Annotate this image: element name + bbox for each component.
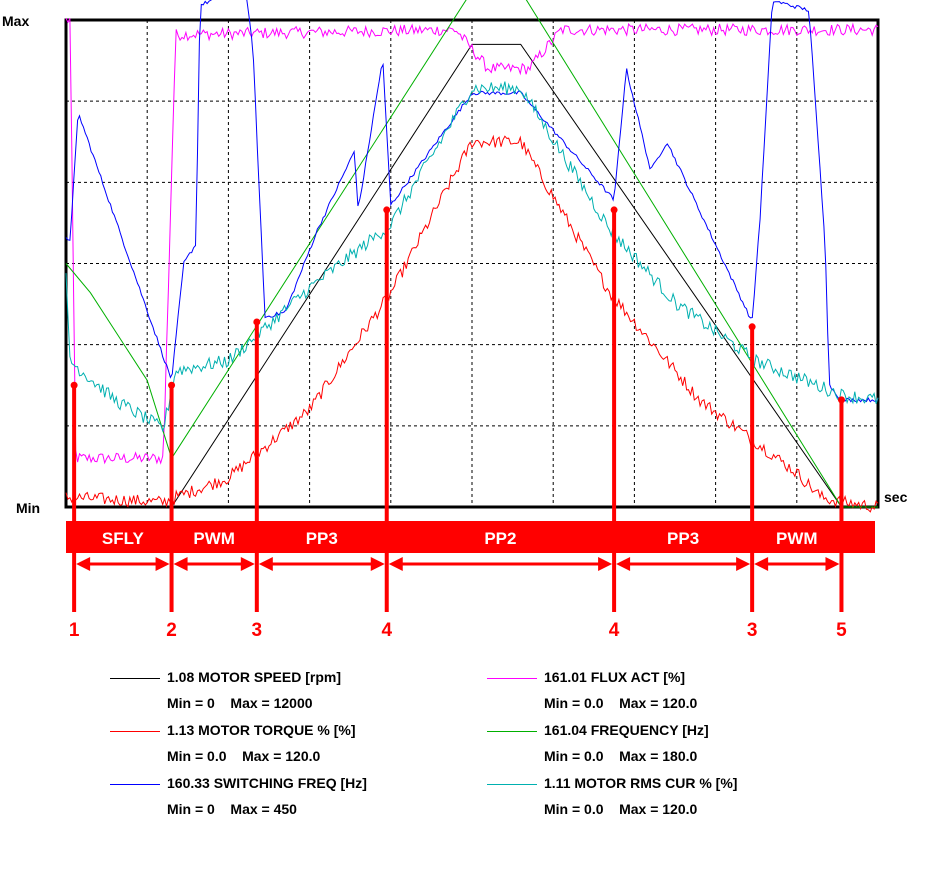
phase-arrow-head-right [240,557,255,571]
legend-series-range: Min = 0 Max = 450 [167,801,297,817]
chart: 1 2 3 4 4 3 5 Max Min sec SFLY PWM PP3 PP2 PP3 PWM [2,0,908,641]
phase-arrow-head-left [616,557,631,571]
phase-label: SFLY [102,529,145,548]
phase-arrow-head-right [825,557,840,571]
plot-area [64,18,880,509]
event-marker-dot [253,318,261,326]
legend-series-name: 161.01 FLUX ACT [%] [544,669,686,685]
phase-arrow-head-right [598,557,613,571]
phase-arrow-head-right [370,557,385,571]
legend-series-name: 160.33 SWITCHING FREQ [Hz] [167,775,367,791]
event-marker-dot [383,206,391,214]
series-line-5 [65,81,879,433]
legend-item: 1.08 MOTOR SPEED [rpm] Min = 0 Max = 1200… [110,668,490,711]
phase-arrow-head-left [388,557,403,571]
phase-label: PP2 [484,529,516,548]
phase-label: PWM [193,529,235,548]
y-axis-min-label: Min [16,500,40,516]
event-marker-label: 4 [381,620,392,641]
phase-arrow-head-left [173,557,188,571]
legend-series-range: Min = 0.0 Max = 120.0 [544,801,698,817]
legend-series-range: Min = 0 Max = 12000 [167,695,313,711]
legend-swatch [487,731,537,732]
series-line-4 [65,0,879,403]
event-marker-label: 2 [166,620,177,641]
event-marker-dot [70,381,78,389]
phase-label: PP3 [306,529,338,548]
phase-label: PP3 [667,529,699,548]
legend-item: 1.11 MOTOR RMS CUR % [%] Min = 0.0 Max = … [487,774,867,817]
series-line-3 [65,0,878,508]
x-axis-unit-label: sec [884,489,908,505]
legend-item: 160.33 SWITCHING FREQ [Hz] Min = 0 Max = … [110,774,490,817]
phase-band [66,521,875,553]
legend-series-name: 161.04 FREQUENCY [Hz] [544,722,709,738]
legend-series-name: 1.13 MOTOR TORQUE % [%] [167,722,356,738]
series-line-2 [65,134,879,513]
event-marker-dot [748,323,756,331]
phase-bar: SFLY PWM PP3 PP2 PP3 PWM [66,521,875,571]
legend-series-range: Min = 0.0 Max = 180.0 [544,748,698,764]
event-marker-label: 3 [252,620,263,641]
y-axis-max-label: Max [2,13,29,29]
legend-item: 161.01 FLUX ACT [%] Min = 0.0 Max = 120.0 [487,668,867,711]
phase-arrow-head-right [736,557,751,571]
legend-swatch [110,678,160,679]
legend-series-range: Min = 0.0 Max = 120.0 [167,748,321,764]
event-marker-dot [837,396,845,404]
phase-arrow-head-left [76,557,91,571]
series-lines [65,0,879,513]
event-marker-dot [168,381,176,389]
legend-series-range: Min = 0.0 Max = 120.0 [544,695,698,711]
event-marker-dot [610,206,618,214]
legend-item: 161.04 FREQUENCY [Hz] Min = 0.0 Max = 180… [487,721,867,764]
event-marker-label: 1 [69,620,80,641]
phase-arrow-head-left [754,557,769,571]
event-marker-label: 3 [747,620,758,641]
legend-series-name: 1.11 MOTOR RMS CUR % [%] [544,775,738,791]
event-marker-label: 4 [609,620,620,641]
legend-series-name: 1.08 MOTOR SPEED [rpm] [167,669,342,685]
phase-arrow-head-left [258,557,273,571]
phase-label: PWM [776,529,818,548]
legend-swatch [110,731,160,732]
phase-arrow-head-right [155,557,170,571]
legend-swatch [487,784,537,785]
legend-swatch [110,784,160,785]
series-line-1 [65,17,879,465]
event-marker-label: 5 [836,620,847,641]
legend-swatch [487,678,537,679]
legend-item: 1.13 MOTOR TORQUE % [%] Min = 0.0 Max = 1… [110,721,490,764]
